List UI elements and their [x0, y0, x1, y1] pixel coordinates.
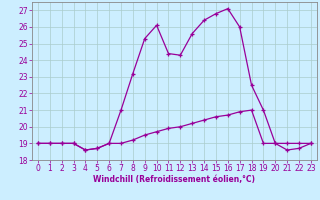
X-axis label: Windchill (Refroidissement éolien,°C): Windchill (Refroidissement éolien,°C) — [93, 175, 255, 184]
